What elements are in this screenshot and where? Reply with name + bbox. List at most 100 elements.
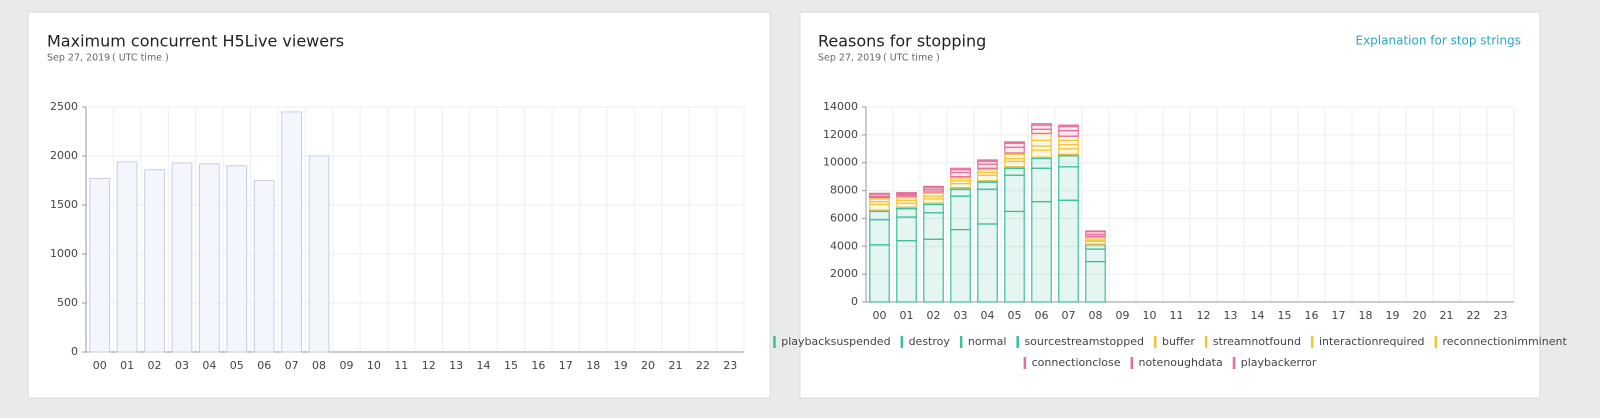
x-tick-label: 19 [614,359,628,372]
x-tick-label: 08 [1089,309,1103,322]
y-tick-label: 1000 [50,247,78,260]
x-tick-label: 14 [1251,309,1265,322]
x-tick-label: 16 [1305,309,1319,322]
bar-segment [869,192,890,195]
bar-segment [896,208,917,218]
bar-segment [950,167,971,171]
bar-segment [1031,201,1052,303]
x-tick-label: 04 [202,359,216,372]
bar-segment [923,185,944,189]
bar-segment [977,159,998,162]
x-tick-label: 05 [1008,309,1022,322]
x-tick-label: 22 [696,359,710,372]
bar-segment [1031,167,1052,203]
bar [89,178,111,353]
x-tick-label: 18 [1359,309,1373,322]
x-tick-label: 10 [1143,309,1157,322]
bar-segment [1085,261,1106,303]
y-tick-label: 0 [851,295,858,308]
x-tick-label: 06 [257,359,271,372]
bar-segment [1085,230,1106,233]
bar-segment [1058,155,1079,168]
y-tick-label: 0 [71,345,78,358]
legend-swatch [1154,336,1157,348]
chart-title: Reasons for stopping [818,32,986,51]
timezone: ( UTC time ) [883,53,940,64]
bar-segment [1031,128,1052,135]
bar-segment [869,219,890,246]
bar-segment [1031,149,1052,158]
x-tick-label: 11 [1170,309,1184,322]
bar-segment [950,228,971,303]
bar-segment [977,163,998,169]
bar-segment [1058,124,1079,128]
bar-segment [1004,167,1025,176]
bar [308,155,330,353]
x-tick-label: 15 [504,359,518,372]
bar [281,111,302,353]
legend-swatch [1434,336,1438,348]
x-tick-label: 22 [1467,309,1481,322]
x-tick-label: 17 [559,359,573,372]
y-tick-label: 14000 [823,100,858,113]
x-tick-label: 01 [120,359,134,372]
y-tick-label: 10000 [823,156,858,169]
x-tick-label: 08 [312,359,326,372]
bar-segment [1058,139,1079,146]
x-tick-label: 20 [1413,309,1427,322]
timezone: ( UTC time ) [112,53,169,64]
bar-segment [1031,145,1052,151]
x-tick-label: 00 [93,359,107,372]
bar-segment [1058,135,1079,142]
link[interactable]: Explanation for stop strings [1356,34,1522,48]
bar [253,180,275,353]
y-tick-label: 4000 [830,239,858,252]
x-tick-label: 17 [1332,309,1346,322]
x-tick-label: 14 [477,359,491,372]
legend-label: playbackerror [1241,356,1317,369]
x-tick-label: 21 [668,359,682,372]
bar-segment [869,244,890,303]
bar-segment [1031,123,1052,126]
date: Sep 27, 2019 [47,53,110,64]
x-tick-label: 05 [230,359,244,372]
bar-segment [1031,157,1052,169]
legend-swatch [1232,357,1236,369]
x-tick-label: 23 [723,359,737,372]
chart-title: Maximum concurrent H5Live viewers [47,32,344,51]
x-tick-label: 19 [1386,309,1400,322]
y-tick-label: 500 [57,296,78,309]
bar-segment [1031,132,1052,142]
bar-segment [977,223,998,303]
legend-label: sourcestreamstopped [1024,335,1144,348]
bar-segment [869,210,890,221]
x-tick-label: 10 [367,359,381,372]
bar [116,161,138,353]
x-tick-label: 09 [339,359,353,372]
legend-swatch [1130,357,1134,369]
y-tick-label: 2000 [830,267,858,280]
x-tick-label: 20 [641,359,655,372]
legend-swatch [1310,336,1314,348]
legend-label: notenoughdata [1139,356,1223,369]
legend-swatch [1023,357,1027,369]
legend-swatch [959,336,963,348]
x-tick-label: 02 [148,359,162,372]
y-tick-label: 2000 [50,149,78,162]
bar-segment [1004,153,1025,160]
bar-segment [1085,244,1106,250]
bar-segment [950,171,971,178]
bar-segment [1031,124,1052,130]
bar-segment [1004,142,1025,148]
x-tick-label: 06 [1035,309,1049,322]
legend-label: connectionclose [1032,356,1121,369]
x-tick-label: 16 [531,359,545,372]
legend-label: reconnectionimminent [1443,335,1568,348]
bar-segment [1058,148,1079,155]
bar-segment [923,203,944,214]
bar-segment [1085,248,1106,263]
bar-segment [950,183,971,189]
bar-segment [869,203,890,211]
bar-segment [1004,141,1025,144]
